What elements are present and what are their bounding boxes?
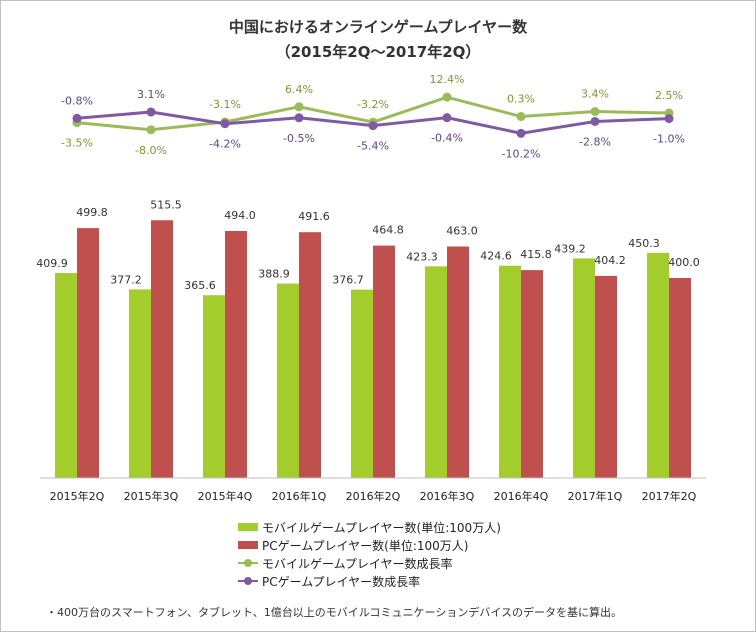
series-point-mobile <box>590 107 600 117</box>
line-value-label-mobile: -3.2% <box>357 98 389 111</box>
series-point-pc <box>72 113 82 123</box>
bar-value-label-mobile: 450.3 <box>628 237 660 250</box>
chart-subtitle: （2015年2Q～2017年2Q） <box>275 43 481 61</box>
bar-value-label-pc: 400.0 <box>668 256 700 269</box>
line-value-label-mobile: -3.1% <box>209 98 241 111</box>
bar-value-label-pc: 515.5 <box>150 198 182 211</box>
legend-item-pc-bar: PCゲームプレイヤー数(単位:100万人) <box>238 536 501 554</box>
bar-pc <box>225 231 247 478</box>
legend-label-pc-bar: PCゲームプレイヤー数(単位:100万人) <box>262 538 469 553</box>
bar-pc <box>669 278 691 478</box>
series-point-pc <box>146 107 156 117</box>
bar-mobile <box>351 289 373 478</box>
bar-value-label-mobile: 365.6 <box>184 279 216 292</box>
bar-value-label-mobile: 439.2 <box>554 242 586 255</box>
bar-mobile <box>647 252 669 478</box>
bar-value-label-pc: 404.2 <box>594 254 626 267</box>
legend-swatch-mobile-bar <box>238 523 258 531</box>
series-point-pc <box>294 113 304 123</box>
bar-mobile <box>499 265 521 478</box>
line-value-label-mobile: 12.4% <box>430 73 465 86</box>
bar-mobile <box>573 258 595 478</box>
bar-pc <box>299 232 321 478</box>
series-point-pc <box>516 128 526 138</box>
series-point-mobile <box>294 102 304 112</box>
bar-mobile <box>203 295 225 478</box>
bar-value-label-pc: 491.6 <box>298 210 330 223</box>
legend-item-mobile-line: モバイルゲームプレイヤー数成長率 <box>238 554 501 572</box>
bar-value-label-pc: 499.8 <box>76 206 108 219</box>
series-point-pc <box>590 116 600 126</box>
line-value-label-pc: -0.4% <box>431 132 463 145</box>
series-point-mobile <box>516 112 526 122</box>
x-tick-label: 2016年1Q <box>272 489 327 503</box>
legend-swatch-pc-bar <box>238 541 258 549</box>
line-value-label-mobile: 2.5% <box>655 89 683 102</box>
series-point-mobile <box>146 125 156 135</box>
x-tick-label: 2017年2Q <box>642 489 697 503</box>
bar-pc <box>151 220 173 478</box>
x-tick-label: 2016年4Q <box>494 489 549 503</box>
bar-pc <box>77 228 99 478</box>
bar-value-label-pc: 494.0 <box>224 209 256 222</box>
x-tick-label: 2015年4Q <box>198 489 253 503</box>
x-tick-label: 2016年2Q <box>346 489 401 503</box>
bar-value-label-pc: 415.8 <box>520 248 552 261</box>
series-point-pc <box>220 119 230 129</box>
x-tick-label: 2017年1Q <box>568 489 623 503</box>
bar-mobile <box>55 273 77 478</box>
bar-value-label-mobile: 377.2 <box>110 273 142 286</box>
series-point-pc <box>664 114 674 124</box>
legend-item-mobile-bar: モバイルゲームプレイヤー数(単位:100万人) <box>238 518 501 536</box>
legend: モバイルゲームプレイヤー数(単位:100万人) PCゲームプレイヤー数(単位:1… <box>238 518 501 590</box>
bar-value-label-pc: 464.8 <box>372 224 404 237</box>
bar-mobile <box>425 266 447 478</box>
bar-pc <box>595 275 617 478</box>
line-value-label-pc: 3.1% <box>137 88 165 101</box>
bar-pc <box>447 246 469 478</box>
x-tick-label: 2016年3Q <box>420 489 475 503</box>
line-value-label-mobile: 6.4% <box>285 83 313 96</box>
legend-label-mobile-bar: モバイルゲームプレイヤー数(単位:100万人) <box>262 520 501 535</box>
line-value-label-pc: -4.2% <box>209 138 241 151</box>
bar-pc <box>521 270 543 478</box>
bar-value-label-mobile: 423.3 <box>406 250 438 263</box>
bar-pc <box>373 245 395 478</box>
x-tick-label: 2015年2Q <box>50 489 105 503</box>
x-tick-label: 2015年3Q <box>124 489 179 503</box>
bar-value-label-mobile: 376.7 <box>332 274 364 287</box>
legend-swatch-pc-line <box>238 577 258 585</box>
line-value-label-pc: -10.2% <box>502 147 541 160</box>
line-value-label-mobile: 3.4% <box>581 88 609 101</box>
line-value-label-mobile: -8.0% <box>135 144 167 157</box>
line-value-label-pc: -0.5% <box>283 132 315 145</box>
footnote: ・400万台のスマートフォン、タブレット、1億台以上のモバイルコミュニケーション… <box>46 606 623 619</box>
line-value-label-pc: -2.8% <box>579 135 611 148</box>
bar-value-label-mobile: 424.6 <box>480 250 512 263</box>
legend-item-pc-line: PCゲームプレイヤー数成長率 <box>238 572 501 590</box>
bar-mobile <box>277 283 299 478</box>
bar-value-label-mobile: 388.9 <box>258 268 290 281</box>
chart-title: 中国におけるオンラインゲームプレイヤー数 <box>228 18 528 36</box>
legend-swatch-mobile-line <box>238 559 258 567</box>
line-value-label-mobile: 0.3% <box>507 93 535 106</box>
legend-label-mobile-line: モバイルゲームプレイヤー数成長率 <box>262 556 453 571</box>
line-value-label-mobile: -3.5% <box>61 137 93 150</box>
line-value-label-pc: -0.8% <box>61 94 93 107</box>
legend-label-pc-line: PCゲームプレイヤー数成長率 <box>262 574 421 589</box>
bar-value-label-mobile: 409.9 <box>36 257 68 270</box>
bar-mobile <box>129 289 151 478</box>
bar-value-label-pc: 463.0 <box>446 225 478 238</box>
series-point-mobile <box>442 92 452 102</box>
series-point-pc <box>368 121 378 131</box>
line-value-label-pc: -1.0% <box>653 133 685 146</box>
line-value-label-pc: -5.4% <box>357 140 389 153</box>
series-point-pc <box>442 113 452 123</box>
